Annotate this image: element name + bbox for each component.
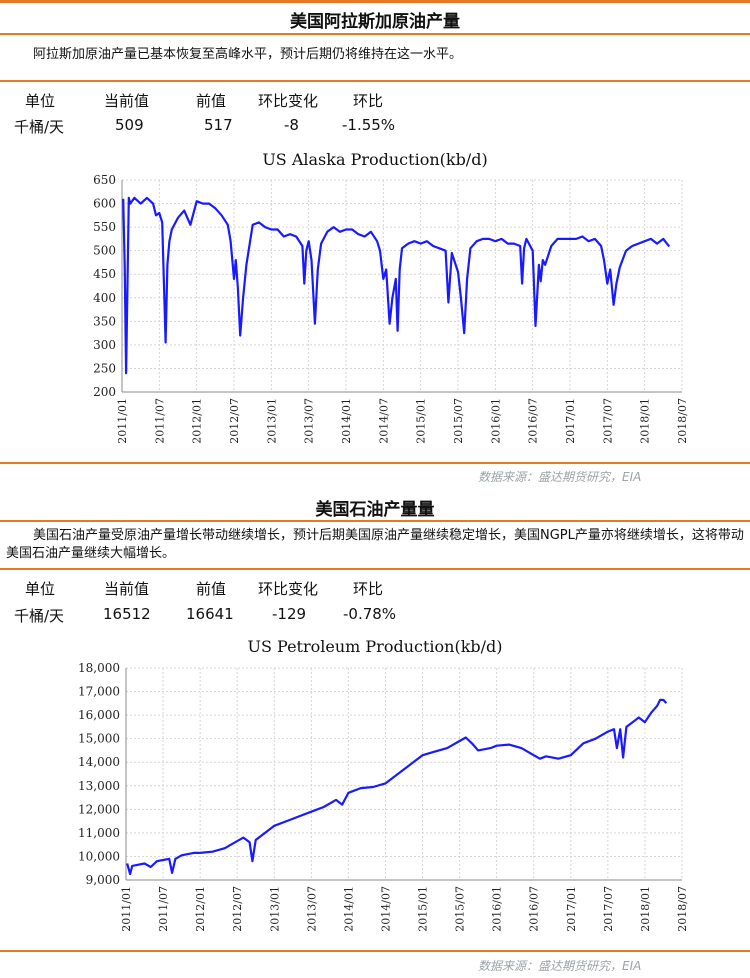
y-tick-label: 500 [93,244,116,258]
x-tick-label: 2012/01 [194,886,207,932]
y-tick-label: 17,000 [78,685,120,699]
section-title: 美国阿拉斯加原油产量 [290,12,460,32]
header-previous: 前值 [196,92,227,110]
series-line [126,698,668,876]
y-tick-label: 14,000 [78,755,120,769]
y-tick-label: 13,000 [78,779,120,793]
y-tick-label: 18,000 [78,661,120,675]
x-tick-label: 2012/07 [228,398,241,444]
value-unit: 千桶/天 [14,118,65,136]
series-line [122,196,671,375]
y-tick-label: 15,000 [78,732,120,746]
x-tick-label: 2013/07 [305,886,318,932]
x-tick-label: 2011/07 [157,886,170,932]
source-note: 数据来源：盛达期货研究，EIA [478,959,642,973]
y-tick-label: 9,000 [86,873,120,887]
title-underline [0,33,750,35]
y-tick-label: 10,000 [78,849,120,863]
value-previous: 16641 [186,605,234,623]
value-change: -8 [284,116,299,134]
x-tick-label: 2014/01 [342,886,355,932]
x-tick-label: 2018/07 [676,398,689,444]
x-tick-label: 2014/07 [379,886,392,932]
y-tick-label: 300 [93,338,116,352]
x-tick-label: 2016/07 [527,398,540,444]
x-tick-label: 2014/07 [377,398,390,444]
y-tick-label: 16,000 [78,708,120,722]
x-tick-label: 2015/01 [417,886,430,932]
description-divider [0,568,750,570]
header-current: 当前值 [104,580,150,598]
y-tick-label: 200 [93,385,116,399]
value-current: 16512 [103,605,151,623]
value-change: -129 [272,605,307,623]
y-tick-label: 350 [93,314,116,328]
x-tick-label: 2013/07 [303,398,316,444]
x-tick-label: 2015/01 [415,398,428,444]
petroleum-production-chart: 9,000 10,000 11,000 12,000 13,000 14,000 15,00… [78,661,689,932]
x-tick-label: 2017/01 [564,398,577,444]
x-tick-label: 2015/07 [454,886,467,932]
header-change: 环比变化 [258,580,319,598]
x-tick-label: 2018/01 [639,886,652,932]
x-tick-label: 2017/07 [601,398,614,444]
value-current: 509 [115,116,144,134]
x-tick-label: 2017/01 [565,886,578,932]
x-tick-label: 2012/07 [231,886,244,932]
header-unit: 单位 [25,580,56,598]
x-tick-label: 2016/01 [491,886,504,932]
x-tick-label: 2014/01 [340,398,353,444]
x-tick-label: 2016/07 [528,886,541,932]
y-tick-label: 600 [93,197,116,211]
section-title: 美国石油产量量 [315,500,435,520]
x-tick-label: 2011/01 [120,886,133,932]
y-tick-label: 650 [93,173,116,187]
y-tick-label: 550 [93,220,116,234]
value-unit: 千桶/天 [14,607,65,625]
x-tick-label: 2015/07 [452,398,465,444]
x-tick-label: 2011/01 [116,398,129,444]
source-note: 数据来源：盛达期货研究，EIA [478,470,642,484]
header-ratio: 环比 [353,92,384,110]
section-bottom-border [0,462,750,464]
section-bottom-border [0,950,750,952]
header-ratio: 环比 [353,580,384,598]
value-previous: 517 [204,116,233,134]
header-change: 环比变化 [258,92,319,110]
value-ratio: -0.78% [343,605,397,623]
title-underline [0,520,750,522]
x-tick-label: 2011/07 [153,398,166,444]
x-tick-label: 2017/07 [602,886,615,932]
header-previous: 前值 [196,580,227,598]
y-tick-label: 450 [93,267,116,281]
header-unit: 单位 [25,92,56,110]
x-tick-label: 2018/01 [639,398,652,444]
x-tick-label: 2013/01 [268,886,281,932]
chart-title: US Alaska Production(kb/d) [262,150,488,169]
x-tick-label: 2012/01 [191,398,204,444]
header-current: 当前值 [104,92,150,110]
y-tick-label: 12,000 [78,802,120,816]
description-divider [0,80,750,82]
value-ratio: -1.55% [342,116,396,134]
alaska-production-chart: 200 250 300 350 400 450 500 550 600 650 2011/01 201… [93,173,689,444]
y-tick-label: 250 [93,361,116,375]
section-description: 美国石油产量受原油产量增长带动继续增长，预计后期美国原油产量继续稳定增长，美国N… [6,528,744,561]
x-tick-label: 2016/01 [489,398,502,444]
y-tick-label: 400 [93,291,116,305]
chart-title: US Petroleum Production(kb/d) [247,637,503,656]
section-description: 阿拉斯加原油产量已基本恢复至高峰水平，预计后期仍将维持在这一水平。 [33,47,463,62]
y-tick-label: 11,000 [78,826,120,840]
x-tick-label: 2013/01 [265,398,278,444]
section-top-border [0,0,750,3]
x-tick-label: 2018/07 [676,886,689,932]
